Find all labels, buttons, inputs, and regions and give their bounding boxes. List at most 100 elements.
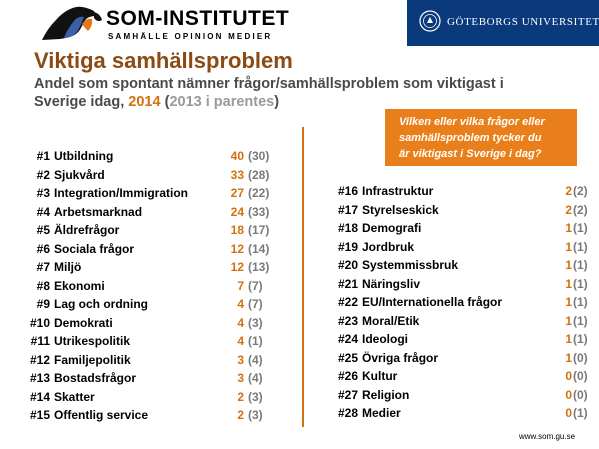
issue-rank: #9	[36, 297, 50, 311]
issue-value: 24	[230, 204, 244, 219]
issue-value: 7	[237, 278, 244, 293]
issue-label: Medier	[362, 406, 401, 420]
issue-label: Lag och ordning	[54, 297, 148, 311]
issue-rank: #26	[337, 369, 358, 383]
issue-previous-value: (3)	[248, 408, 263, 422]
issue-previous-value: (2)	[573, 184, 588, 198]
issue-value: 1	[565, 350, 572, 365]
issue-previous-value: (1)	[573, 258, 588, 272]
issue-label: EU/Internationella frågor	[362, 295, 503, 309]
issue-value: 1	[565, 276, 572, 291]
issue-row: #9 Lag och ordning 4 (7)	[10, 297, 280, 315]
issue-previous-value: (17)	[248, 223, 270, 237]
issue-value: 4	[237, 315, 244, 330]
page-subtitle: Andel som spontant nämner frågor/samhäll…	[34, 75, 574, 111]
issue-label: Kultur	[362, 369, 398, 383]
issue-rank: #4	[36, 204, 50, 219]
subtitle-prev-note: 2013 i parentes	[169, 94, 275, 110]
issue-label: Skatter	[54, 389, 95, 404]
issue-value: 2	[565, 202, 572, 217]
issue-row: #16 Infrastruktur 2 (2)	[318, 184, 588, 202]
issue-row: #25 Övriga frågor 1 (0)	[318, 351, 588, 369]
issue-previous-value: (4)	[248, 371, 263, 385]
issue-label: Äldrefrågor	[54, 223, 120, 237]
issue-label: Ekonomi	[54, 278, 105, 293]
issue-rank: #6	[36, 241, 50, 256]
issue-row: #4 Arbetsmarknad 24 (33)	[10, 205, 280, 223]
issue-value: 1	[565, 258, 572, 272]
issue-value: 1	[565, 221, 572, 235]
issue-value: 3	[237, 371, 244, 385]
issue-previous-value: (33)	[248, 204, 270, 219]
issue-row: #10 Demokrati 4 (3)	[10, 316, 280, 334]
issue-rank: #8	[36, 278, 50, 293]
issue-row: #18 Demografi 1 (1)	[318, 221, 588, 239]
issue-value: 4	[237, 297, 244, 311]
issue-label: Ideologi	[362, 332, 408, 346]
issue-value: 12	[230, 260, 244, 274]
issue-previous-value: (2)	[573, 202, 588, 217]
issue-value: 40	[230, 149, 244, 163]
issue-value: 2	[237, 408, 244, 422]
issue-value: 2	[565, 184, 572, 198]
question-line-3: är viktigast i Sverige i dag?	[399, 148, 542, 160]
issue-value: 12	[230, 241, 244, 256]
issue-value: 1	[565, 313, 572, 328]
issue-previous-value: (0)	[573, 387, 588, 402]
subtitle-year: 2014	[128, 94, 161, 110]
issue-rank: #21	[337, 276, 358, 291]
issue-rank: #20	[337, 258, 358, 272]
issue-previous-value: (1)	[573, 313, 588, 328]
issue-rank: #13	[29, 371, 50, 385]
issue-rank: #7	[36, 260, 50, 274]
issue-rank: #10	[29, 315, 50, 330]
issue-row: #2 Sjukvård 33 (28)	[10, 168, 280, 186]
issue-rank: #19	[337, 239, 358, 254]
issue-value: 0	[565, 387, 572, 402]
subtitle-paren-close: )	[274, 94, 280, 110]
issue-rank: #24	[337, 332, 358, 346]
issue-value: 1	[565, 332, 572, 346]
subtitle-line-1: Andel som spontant nämner frågor/samhäll…	[34, 76, 504, 92]
issue-row: #3 Integration/Immigration 27 (22)	[10, 186, 280, 204]
issue-rank: #22	[337, 295, 358, 309]
issue-row: #20 Systemmissbruk 1 (1)	[318, 258, 588, 276]
subtitle-paren-open: (	[164, 94, 170, 110]
subtitle-line-2: Sverige idag, 2014 (2013 i parentes)	[34, 93, 574, 111]
issue-rank: #23	[337, 313, 358, 328]
issue-rank: #15	[29, 408, 50, 422]
issue-label: Sociala frågor	[54, 241, 135, 256]
issue-row: #6 Sociala frågor 12 (14)	[10, 242, 280, 260]
issue-value: 33	[230, 167, 244, 182]
issue-row: #15 Offentlig service 2 (3)	[10, 408, 280, 426]
issue-row: #13 Bostadsfrågor 3 (4)	[10, 371, 280, 389]
issue-value: 18	[230, 223, 244, 237]
issue-label: Styrelseskick	[362, 202, 439, 217]
issue-label: Systemmissbruk	[362, 258, 459, 272]
issue-label: Infrastruktur	[362, 184, 434, 198]
column-divider	[302, 127, 304, 427]
issue-value: 1	[565, 295, 572, 309]
issue-previous-value: (14)	[248, 241, 270, 256]
issue-value: 27	[230, 186, 244, 200]
issue-rank: #17	[337, 202, 358, 217]
issue-previous-value: (7)	[248, 278, 263, 293]
issue-previous-value: (1)	[573, 406, 588, 420]
issue-previous-value: (1)	[248, 334, 263, 348]
issue-label: Integration/Immigration	[54, 186, 189, 200]
issue-value: 3	[237, 352, 244, 367]
university-name: GÖTEBORGS UNIVERSITET	[447, 16, 599, 28]
issue-previous-value: (0)	[573, 350, 588, 365]
issue-rank: #3	[36, 186, 50, 200]
university-banner: GÖTEBORGS UNIVERSITET	[407, 0, 599, 46]
issue-value: 1	[565, 239, 572, 254]
issue-rank: #5	[36, 223, 50, 237]
page-title: Viktiga samhällsproblem	[34, 48, 293, 73]
issue-previous-value: (1)	[573, 295, 588, 309]
issue-previous-value: (1)	[573, 332, 588, 346]
issue-previous-value: (7)	[248, 297, 263, 311]
issue-label: Demokrati	[54, 315, 113, 330]
issue-label: Övriga frågor	[362, 350, 439, 365]
issue-label: Jordbruk	[362, 239, 415, 254]
issue-value: 4	[237, 334, 244, 348]
